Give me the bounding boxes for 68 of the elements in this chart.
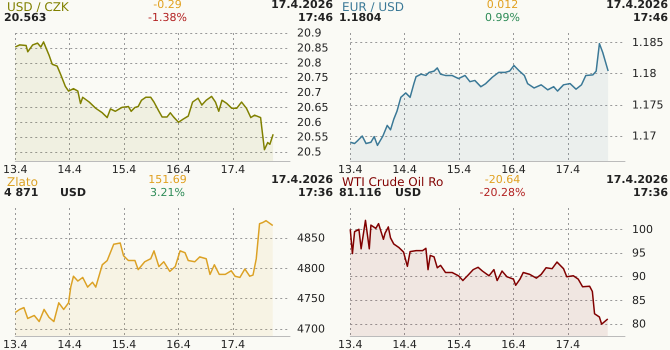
chart-subtitle: USD — [395, 186, 421, 199]
x-tick-label: 14.4 — [57, 163, 82, 176]
y-tick-label: 20.8 — [297, 56, 322, 70]
x-tick-label: 17.4 — [556, 163, 580, 176]
text: -20.64 — [484, 173, 520, 186]
y-tick-label: 90 — [632, 270, 646, 284]
chart-subtitle: USD — [60, 186, 86, 199]
text: 1.1804 — [339, 11, 382, 24]
y-tick-label: 1.175 — [632, 98, 664, 112]
y-tick-label: 20.9 — [297, 26, 322, 40]
text: 17.4.2026 — [606, 0, 668, 11]
y-tick-label: 20.5 — [297, 146, 322, 159]
text: 4 871 — [4, 186, 38, 199]
x-tick-label: 17.4 — [556, 338, 580, 350]
text: 0.99% — [485, 11, 520, 24]
text: 17.4.2026 — [271, 173, 334, 186]
chart-title: WTI Crude Oil Ro — [342, 175, 444, 189]
text: 17.4.2026 — [606, 173, 668, 186]
y-tick-label: 100 — [632, 222, 653, 236]
x-tick-label: 14.4 — [57, 338, 82, 350]
y-tick-label: 1.17 — [632, 130, 656, 143]
y-tick-label: 20.55 — [297, 130, 328, 144]
text: 0.012 — [486, 0, 518, 11]
text: -0.29 — [153, 0, 182, 11]
y-tick-label: 20.65 — [297, 100, 328, 114]
x-tick-label: 15.4 — [112, 338, 136, 350]
x-tick-label: 16.4 — [166, 163, 191, 176]
x-tick-label: 13.4 — [2, 163, 28, 176]
text: 20.563 — [4, 11, 46, 24]
text: 81.116 — [339, 186, 382, 199]
text: 17.4.2026 — [271, 0, 334, 11]
text: 151.69 — [148, 173, 187, 186]
x-tick-label: 14.4 — [392, 163, 417, 176]
x-tick-label: 17.4 — [220, 163, 246, 176]
y-tick-label: 20.85 — [297, 41, 328, 54]
x-tick-label: 13.4 — [338, 163, 362, 176]
y-tick-label: 4850 — [297, 232, 325, 245]
y-tick-label: 95 — [632, 246, 646, 260]
x-tick-label: 15.4 — [446, 163, 472, 176]
x-tick-label: 16.4 — [166, 338, 191, 350]
y-tick-label: 20.6 — [297, 116, 322, 129]
text: 17:46 — [298, 11, 334, 24]
y-tick-label: 1.18 — [632, 67, 656, 80]
y-tick-label: 4700 — [297, 322, 325, 336]
x-tick-label: 17.4 — [220, 338, 246, 350]
text: 3.21% — [150, 186, 185, 199]
text: 17:46 — [632, 11, 668, 24]
y-tick-label: 1.185 — [632, 36, 664, 49]
text: 17:36 — [298, 186, 334, 199]
chart-title: Zlato — [7, 175, 38, 189]
text: -20.28% — [480, 186, 526, 199]
y-tick-label: 85 — [632, 294, 646, 307]
y-tick-label: 20.7 — [297, 86, 322, 100]
text: -1.38% — [148, 11, 187, 24]
chart-title: USD / CZK — [7, 0, 70, 14]
x-tick-label: 16.4 — [501, 163, 526, 176]
y-tick-label: 4750 — [297, 292, 325, 306]
y-tick-label: 80 — [632, 318, 646, 331]
x-tick-label: 13.4 — [2, 338, 28, 350]
x-tick-label: 15.4 — [112, 163, 136, 176]
x-tick-label: 15.4 — [446, 338, 472, 350]
y-tick-label: 4800 — [297, 262, 325, 275]
y-tick-label: 20.75 — [297, 71, 328, 84]
x-tick-label: 13.4 — [338, 338, 362, 350]
x-tick-label: 16.4 — [501, 338, 526, 350]
text: 17:36 — [632, 186, 668, 199]
chart-title: EUR / USD — [342, 0, 404, 14]
x-tick-label: 14.4 — [392, 338, 417, 350]
